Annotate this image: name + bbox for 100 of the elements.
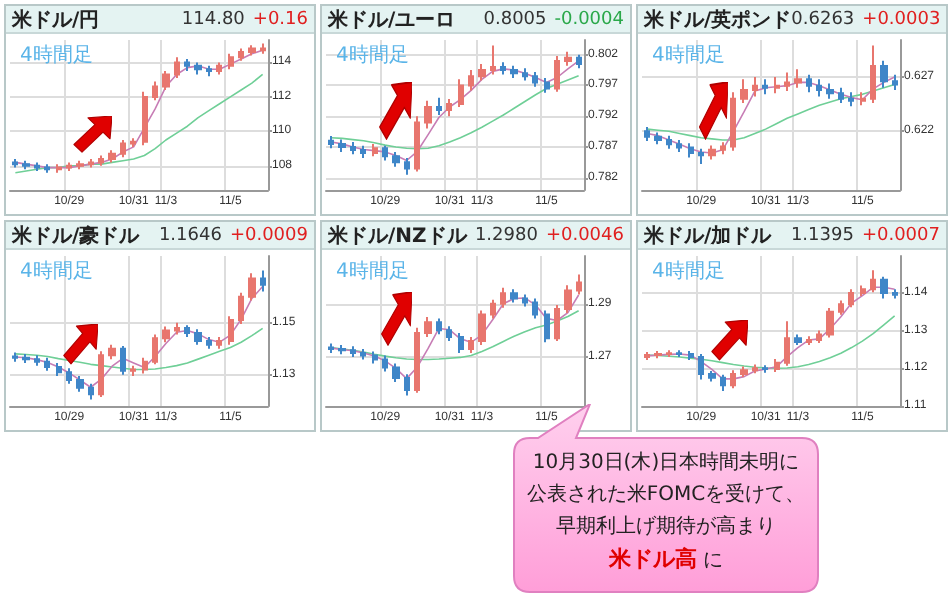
candlestick <box>184 324 190 338</box>
candlestick <box>848 91 854 108</box>
candlestick <box>44 356 50 372</box>
candlestick <box>838 86 844 105</box>
candlestick <box>130 364 136 378</box>
candlestick <box>404 157 410 176</box>
candlestick <box>870 44 876 105</box>
candlestick <box>500 61 506 76</box>
candlestick <box>708 144 716 161</box>
candlestick <box>730 369 736 390</box>
line-series <box>330 60 580 162</box>
candlestick <box>120 345 126 376</box>
candlestick <box>392 150 400 168</box>
candlestick <box>66 161 72 173</box>
candlestick <box>564 50 572 67</box>
text: に <box>701 550 724 572</box>
text: 早期利上げ期待が高まり <box>554 513 778 542</box>
chart-title: 米ドル/ユーロ <box>328 7 458 33</box>
candlestick <box>424 316 432 338</box>
text: 114.80 <box>181 9 245 29</box>
candlestick <box>644 125 650 143</box>
candlestick <box>708 369 716 383</box>
candlestick <box>142 90 148 147</box>
chart-subtitle: 4時間足 <box>20 43 93 67</box>
candlestick <box>424 99 432 130</box>
candlestick <box>360 347 366 361</box>
candlestick <box>66 367 72 385</box>
text: 0.8005 <box>483 9 547 29</box>
candlestick <box>880 275 888 300</box>
candlestick <box>576 273 582 296</box>
text: 10月30日(木)日本時間未明に <box>530 449 802 478</box>
line-series <box>646 286 896 380</box>
candlestick <box>720 373 726 392</box>
candlestick <box>490 298 496 320</box>
candlestick <box>544 77 550 94</box>
candlestick <box>184 57 190 73</box>
candlestick <box>260 269 266 293</box>
candlestick <box>762 364 768 374</box>
line-series <box>14 327 264 371</box>
text: 公表された米FOMCを受けて、 <box>524 481 808 510</box>
candlestick <box>328 342 334 354</box>
candlestick <box>554 304 560 342</box>
candlestick <box>458 331 464 354</box>
candlestick <box>22 352 30 365</box>
candlestick <box>120 139 126 159</box>
candlestick <box>752 363 758 375</box>
candlestick <box>328 134 334 150</box>
line-series <box>14 73 264 174</box>
candlestick <box>22 159 30 171</box>
candlestick <box>76 159 84 171</box>
candlestick <box>806 73 812 94</box>
candlestick <box>806 335 812 346</box>
candlestick <box>12 351 18 363</box>
candlestick <box>576 53 582 70</box>
candlestick <box>56 362 62 378</box>
candlestick <box>98 350 104 398</box>
candlestick <box>478 62 486 82</box>
candlestick <box>130 137 136 148</box>
line-series <box>646 76 896 154</box>
candlestick <box>532 297 538 320</box>
candlestick <box>458 78 464 109</box>
candlestick <box>338 138 346 153</box>
candlestick <box>372 142 378 158</box>
candlestick <box>522 67 528 82</box>
candlestick <box>774 75 780 95</box>
candlestick <box>228 315 234 346</box>
candlestick <box>794 68 802 89</box>
text: 1.1646 <box>158 225 222 245</box>
candlestick <box>162 70 170 91</box>
candlestick <box>816 78 822 98</box>
candlestick <box>490 44 496 76</box>
candlestick <box>174 56 180 79</box>
candlestick <box>162 325 170 344</box>
text: +0.0009 <box>229 225 308 245</box>
candlestick <box>372 350 378 365</box>
candlestick <box>838 299 844 316</box>
candlestick <box>564 284 572 315</box>
candlestick <box>392 362 400 384</box>
text: 1.2980 <box>474 225 538 245</box>
candlestick <box>688 142 694 159</box>
candlestick <box>152 80 158 102</box>
candlestick <box>206 335 212 350</box>
candlestick <box>730 91 736 152</box>
candlestick <box>544 309 550 344</box>
candlestick <box>720 141 726 156</box>
candlestick <box>848 288 854 309</box>
candlestick <box>142 356 148 375</box>
candlestick <box>892 288 898 300</box>
candlestick <box>206 64 212 78</box>
chart-subtitle: 4時間足 <box>652 43 725 67</box>
candlestick <box>446 98 452 118</box>
candlestick <box>404 373 410 397</box>
candlestick <box>784 320 790 367</box>
candlestick <box>260 42 266 55</box>
candlestick <box>522 293 528 308</box>
text: 0.6263 <box>791 9 855 29</box>
candlestick <box>860 284 866 297</box>
candlestick <box>870 269 876 294</box>
candlestick <box>108 149 116 164</box>
candlestick <box>698 352 704 381</box>
